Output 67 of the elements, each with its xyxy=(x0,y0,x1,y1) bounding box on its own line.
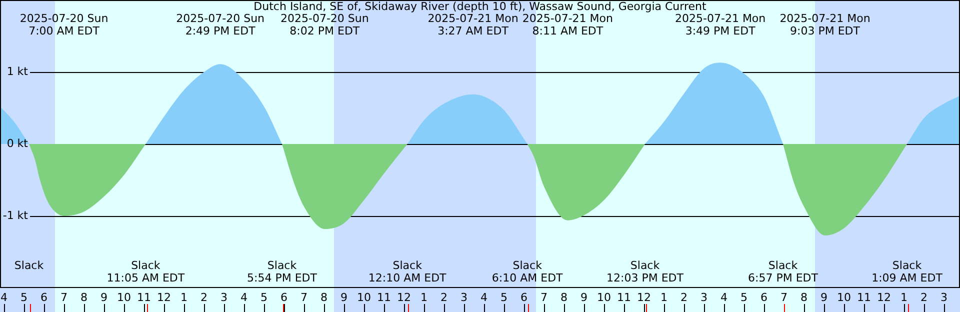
x-tick-label: 5 xyxy=(740,290,748,304)
x-tick-label: 1 xyxy=(900,290,908,304)
x-tick-label: 11 xyxy=(857,290,871,304)
x-tick-label: 3 xyxy=(460,290,468,304)
annotation: Slack 11:05 AM EDT xyxy=(106,258,185,284)
x-tick-label: 4 xyxy=(720,290,728,304)
x-tick-label: 12 xyxy=(877,290,891,304)
x-tick-label: 9 xyxy=(340,290,348,304)
x-tick-label: 6 xyxy=(760,290,768,304)
x-tick-label: 1 xyxy=(660,290,668,304)
x-tick-label: 5 xyxy=(20,290,28,304)
x-tick-label: 7 xyxy=(540,290,548,304)
x-tick-label: 12 xyxy=(637,290,651,304)
x-tick-label: 4 xyxy=(240,290,248,304)
x-tick-label: 11 xyxy=(617,290,631,304)
annotation: 2025-07-20 Sun 2:49 PM EDT xyxy=(176,12,265,38)
x-tick-label: 3 xyxy=(220,290,228,304)
annotation: Slack xyxy=(14,258,44,272)
annotation: 2025-07-20 Sun 8:02 PM EDT xyxy=(280,12,369,38)
x-tick-label: 4 xyxy=(0,290,8,304)
annotation: 2025-07-20 Sun 7:00 AM EDT xyxy=(20,12,108,38)
x-tick-label: 2 xyxy=(200,290,208,304)
x-tick-label: 3 xyxy=(700,290,708,304)
x-tick-label: 11 xyxy=(377,290,391,304)
x-tick-label: 9 xyxy=(820,290,828,304)
x-tick-label: 10 xyxy=(597,290,611,304)
annotation: Slack 1:09 AM EDT xyxy=(872,258,943,284)
x-tick-label: 11 xyxy=(137,290,151,304)
annotation: 2025-07-21 Mon 9:03 PM EDT xyxy=(780,12,870,38)
x-tick-label: 12 xyxy=(397,290,411,304)
x-tick-label: 7 xyxy=(300,290,308,304)
x-tick-label: 1 xyxy=(180,290,188,304)
annotation: 2025-07-21 Mon 8:11 AM EDT xyxy=(522,12,613,38)
chart-title: Dutch Island, SE of, Skidaway River (depth 10 ft), Wassaw Sound, Georgia Current xyxy=(254,0,707,13)
x-tick-label: 6 xyxy=(40,290,48,304)
x-tick-label: 10 xyxy=(357,290,371,304)
annotation: Slack 12:10 AM EDT xyxy=(368,258,447,284)
y-tick-label: 1 kt xyxy=(6,64,29,78)
x-tick-label: 9 xyxy=(100,290,108,304)
x-tick-label: 2 xyxy=(920,290,928,304)
x-tick-label: 7 xyxy=(780,290,788,304)
x-tick-label: 5 xyxy=(500,290,508,304)
x-tick-label: 6 xyxy=(280,290,288,304)
x-tick-label: 9 xyxy=(580,290,588,304)
y-tick-label: -1 kt xyxy=(2,208,29,222)
x-tick-label: 12 xyxy=(157,290,171,304)
x-tick-label: 3 xyxy=(940,290,948,304)
x-tick-label: 2 xyxy=(680,290,688,304)
y-tick-label: 0 kt xyxy=(6,136,29,150)
x-tick-label: 8 xyxy=(800,290,808,304)
annotation: Slack 6:57 PM EDT xyxy=(748,258,818,284)
x-tick-label: 2 xyxy=(440,290,448,304)
annotation: Slack 12:03 PM EDT xyxy=(606,258,684,284)
x-tick-label: 8 xyxy=(560,290,568,304)
x-tick-label: 10 xyxy=(117,290,131,304)
x-tick-label: 6 xyxy=(520,290,528,304)
x-tick-label: 7 xyxy=(60,290,68,304)
annotation: Slack 6:10 AM EDT xyxy=(492,258,564,284)
x-tick-label: 10 xyxy=(837,290,851,304)
annotation: 2025-07-21 Mon 3:27 AM EDT xyxy=(428,12,518,38)
annotation: 2025-07-21 Mon 3:49 PM EDT xyxy=(675,12,766,38)
x-tick-label: 8 xyxy=(80,290,88,304)
x-tick-label: 1 xyxy=(420,290,428,304)
x-tick-label: 4 xyxy=(480,290,488,304)
x-tick-label: 5 xyxy=(260,290,268,304)
annotation: Slack 5:54 PM EDT xyxy=(247,258,318,284)
x-tick-label: 8 xyxy=(320,290,328,304)
